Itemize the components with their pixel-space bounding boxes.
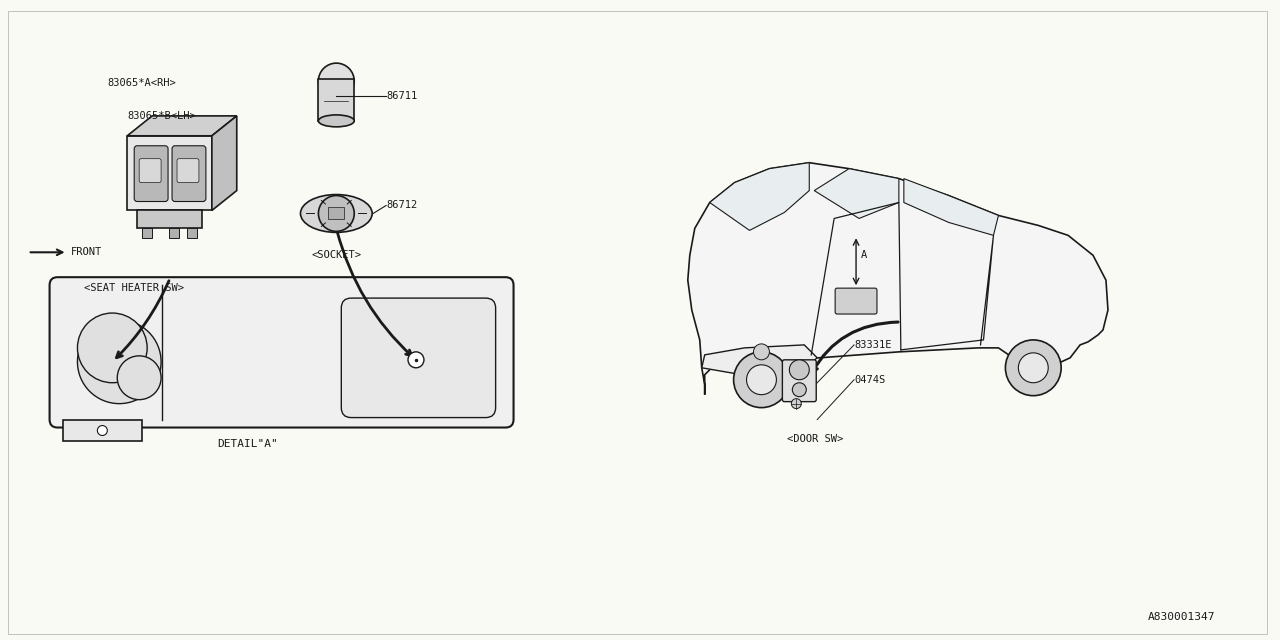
Circle shape <box>319 196 355 232</box>
Polygon shape <box>701 345 817 378</box>
Text: A: A <box>861 250 868 260</box>
Circle shape <box>78 320 161 404</box>
Text: FRONT: FRONT <box>70 247 101 257</box>
Circle shape <box>1005 340 1061 396</box>
Polygon shape <box>63 420 142 442</box>
Polygon shape <box>127 116 237 136</box>
Circle shape <box>78 313 147 383</box>
Circle shape <box>792 383 806 397</box>
Circle shape <box>791 399 801 408</box>
Circle shape <box>97 426 108 435</box>
Polygon shape <box>137 211 202 228</box>
Text: DETAIL"A": DETAIL"A" <box>216 440 278 449</box>
Polygon shape <box>212 116 237 211</box>
FancyBboxPatch shape <box>177 159 198 182</box>
Circle shape <box>408 352 424 368</box>
Bar <box>329 207 344 220</box>
Polygon shape <box>904 179 998 236</box>
Text: A830001347: A830001347 <box>1148 612 1215 621</box>
Text: <DOOR SW>: <DOOR SW> <box>787 435 844 444</box>
Text: 83331E: 83331E <box>854 340 892 350</box>
Circle shape <box>754 344 769 360</box>
Circle shape <box>1019 353 1048 383</box>
Polygon shape <box>187 228 197 238</box>
FancyBboxPatch shape <box>782 360 817 402</box>
FancyBboxPatch shape <box>134 146 168 202</box>
Polygon shape <box>169 228 179 238</box>
Text: 86711: 86711 <box>387 91 417 101</box>
FancyBboxPatch shape <box>140 159 161 182</box>
Ellipse shape <box>301 195 372 232</box>
Text: 0474S: 0474S <box>854 375 886 385</box>
Polygon shape <box>814 169 899 218</box>
FancyBboxPatch shape <box>319 79 355 121</box>
FancyBboxPatch shape <box>342 298 495 417</box>
FancyBboxPatch shape <box>835 288 877 314</box>
Circle shape <box>118 356 161 399</box>
Polygon shape <box>142 228 152 238</box>
Circle shape <box>746 365 777 395</box>
Polygon shape <box>127 136 212 211</box>
Circle shape <box>733 352 790 408</box>
Text: 86712: 86712 <box>387 200 417 211</box>
Text: 83065*A<RH>: 83065*A<RH> <box>108 78 177 88</box>
Circle shape <box>319 63 355 99</box>
Text: <SOCKET>: <SOCKET> <box>311 250 361 260</box>
Circle shape <box>790 360 809 380</box>
FancyBboxPatch shape <box>50 277 513 428</box>
Ellipse shape <box>319 115 355 127</box>
Polygon shape <box>687 163 1108 395</box>
Text: <SEAT HEATER SW>: <SEAT HEATER SW> <box>84 283 184 293</box>
Polygon shape <box>709 163 809 230</box>
Text: 83065*B<LH>: 83065*B<LH> <box>127 111 196 121</box>
FancyBboxPatch shape <box>172 146 206 202</box>
